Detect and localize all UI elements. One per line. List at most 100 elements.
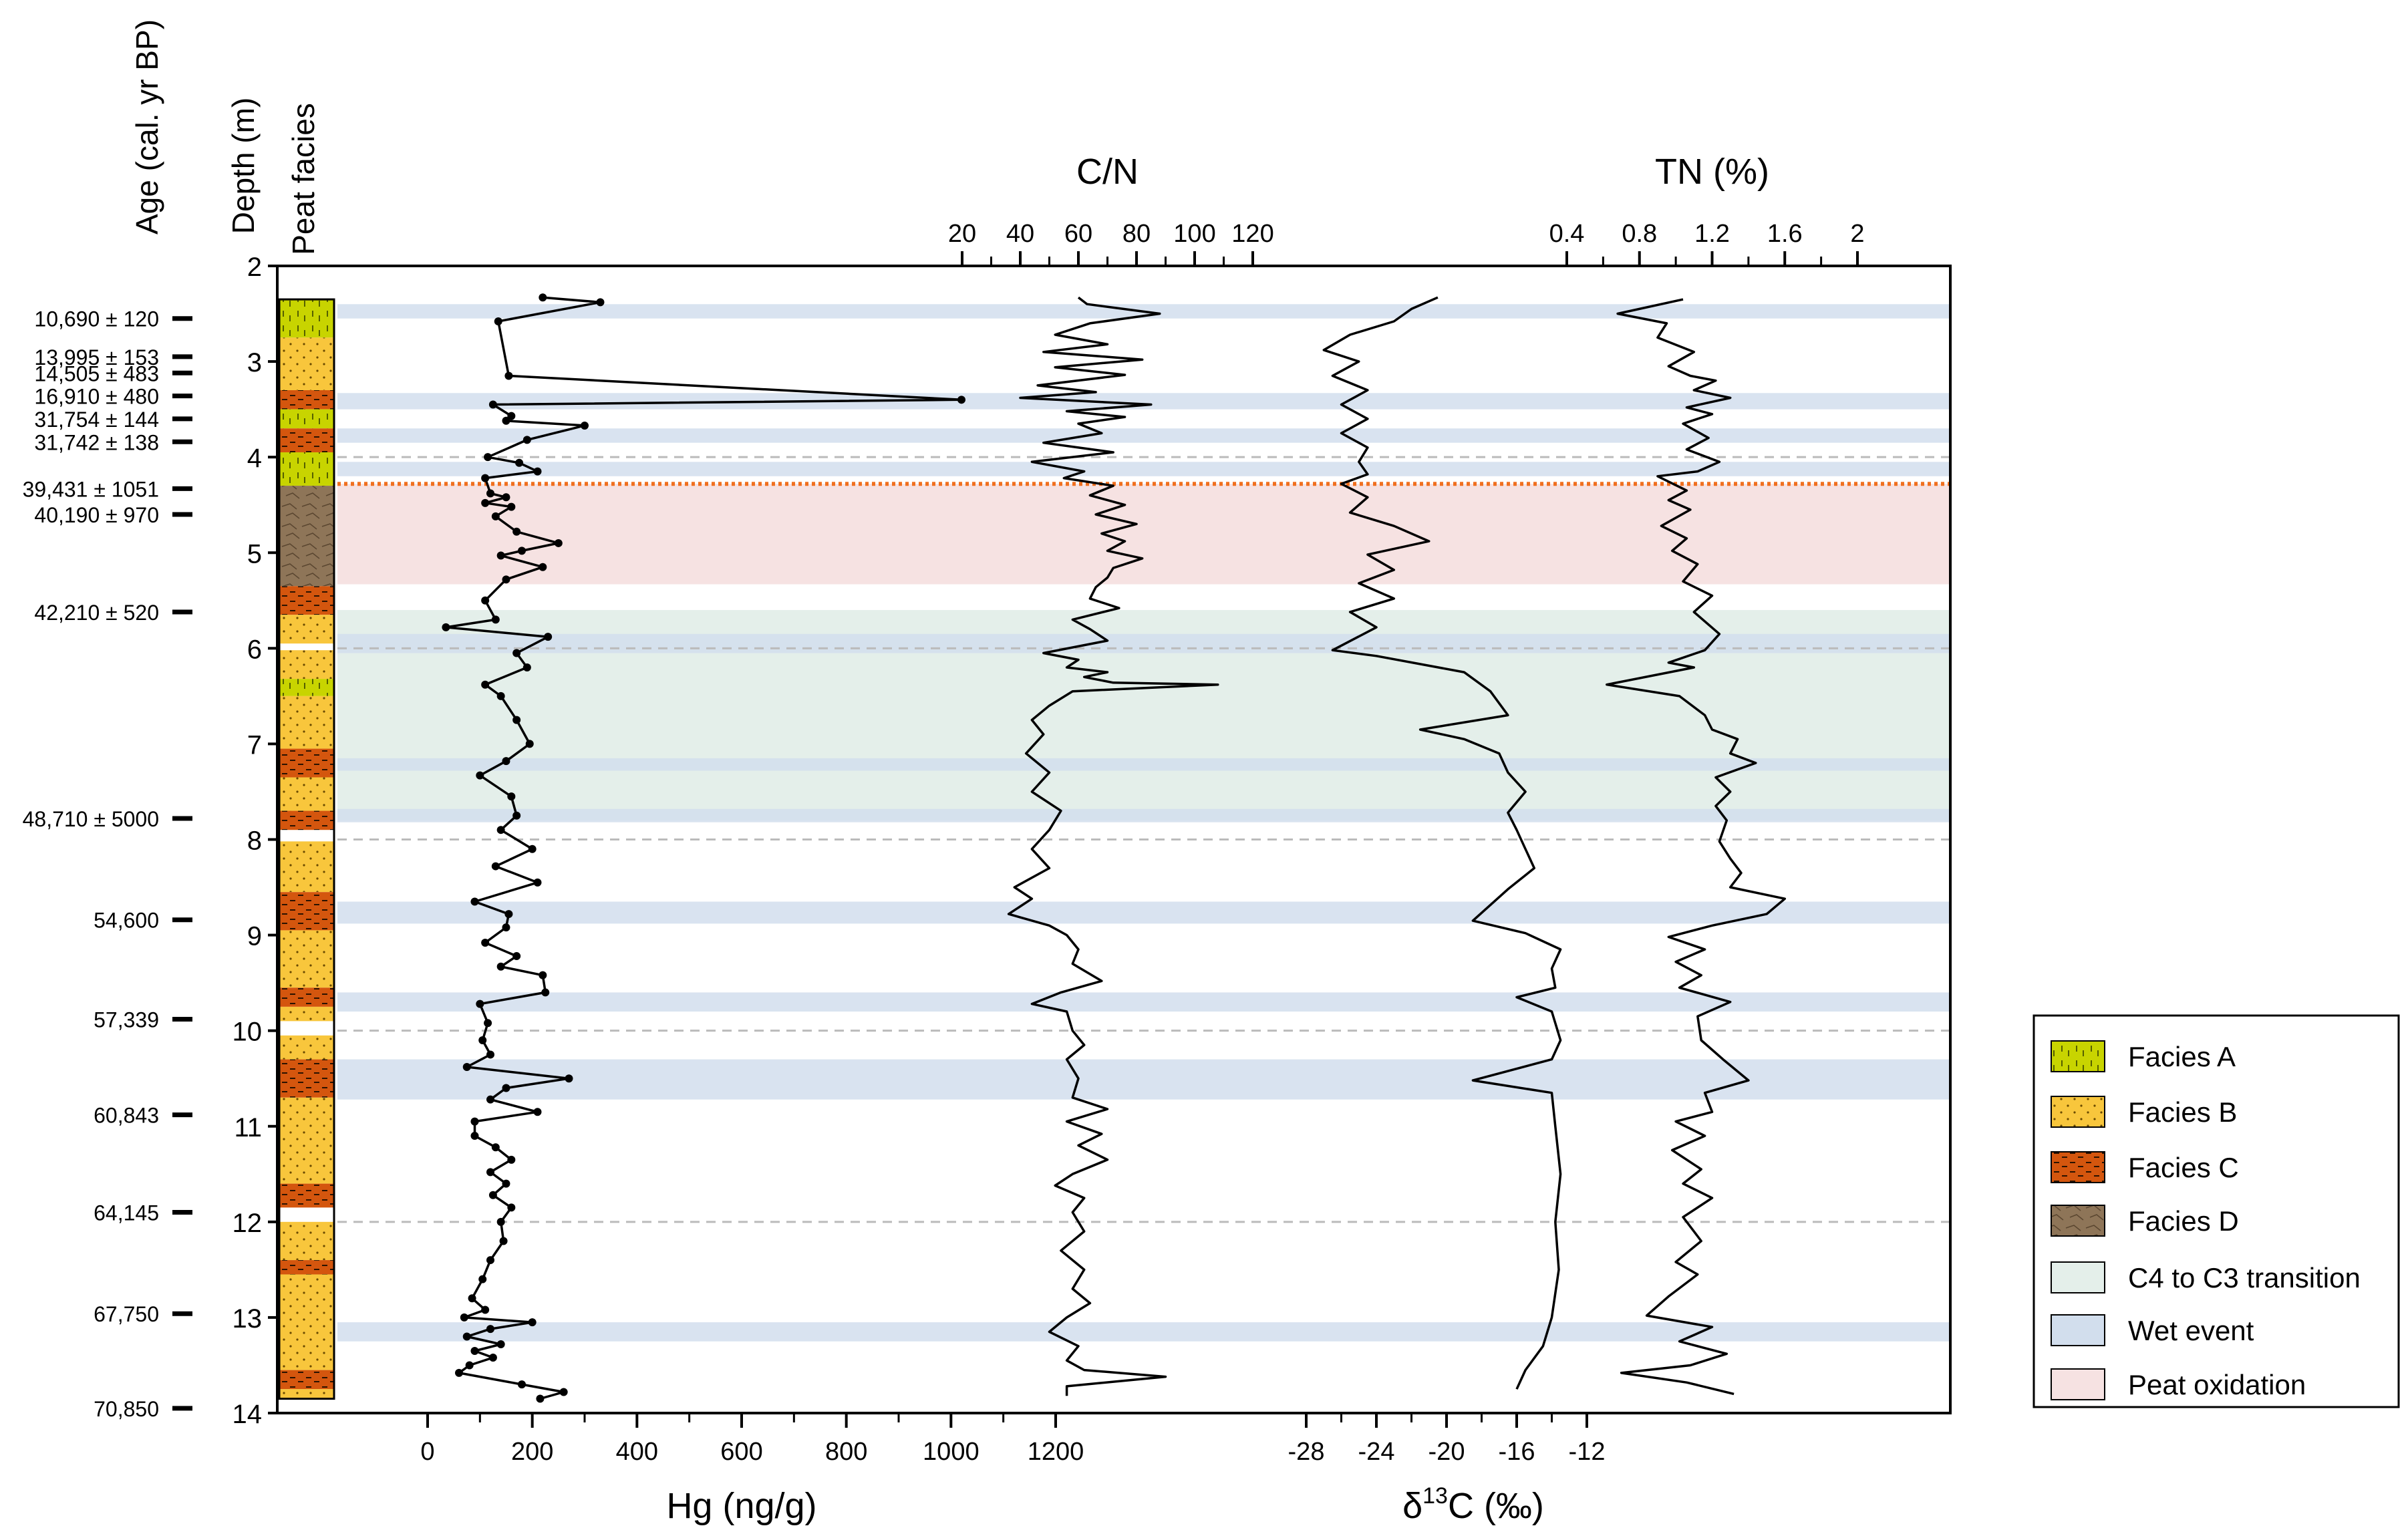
axis-tick-label: -28 — [1288, 1438, 1325, 1466]
age-label: 31,742 ± 138 — [34, 430, 159, 454]
hg-data-point — [533, 1108, 542, 1116]
facies-unit-B-1 — [279, 337, 334, 391]
hg-data-point — [502, 757, 510, 766]
legend-swatch-wet — [2051, 1314, 2105, 1346]
axis-tick-label: 600 — [720, 1438, 762, 1466]
axis-title-1: C/N — [1076, 152, 1139, 192]
hg-data-point — [481, 680, 490, 689]
legend-label: Facies A — [2128, 1041, 2236, 1072]
depth-tick-label-2: 2 — [247, 253, 262, 282]
axis-title-3: TN (%) — [1655, 152, 1769, 192]
hg-data-point — [470, 897, 479, 906]
legend-label: Facies B — [2128, 1096, 2237, 1128]
hg-data-point — [488, 400, 497, 409]
hg-data-point — [462, 1063, 471, 1072]
depth-axis: 2 3 4 5 6 7 8 9 10 11 12 13 14 — [233, 253, 277, 1429]
hg-data-point — [522, 663, 531, 671]
hg-data-point — [491, 512, 500, 520]
hg-data-point — [596, 298, 605, 307]
depth-axis-label: Depth (m) — [226, 98, 261, 234]
legend-label: Wet event — [2128, 1315, 2254, 1346]
age-label: 60,843 — [94, 1104, 159, 1128]
band-wet-11 — [337, 1059, 1950, 1100]
axis-tick-label: -24 — [1358, 1438, 1395, 1466]
hg-data-point — [515, 458, 524, 467]
axis-tick-label: 1200 — [1028, 1438, 1084, 1466]
facies-unit-C-27 — [279, 1370, 334, 1390]
axis-tick-label: 0 — [420, 1438, 434, 1466]
hg-data-point — [957, 396, 965, 404]
facies-column — [278, 298, 335, 1400]
hg-data-point — [504, 910, 513, 919]
legend-label: Facies D — [2128, 1205, 2239, 1237]
hg-data-point — [484, 1019, 492, 1028]
axis-tick-label: 800 — [825, 1438, 867, 1466]
hg-data-point — [481, 596, 490, 605]
facies-unit-B-13 — [279, 777, 334, 811]
axis-tick-label: -12 — [1569, 1438, 1606, 1466]
axis-tick-label: -20 — [1428, 1438, 1465, 1466]
hg-data-point — [496, 826, 505, 834]
axis-tick-label: 120 — [1231, 220, 1273, 248]
age-label: 57,339 — [94, 1008, 159, 1032]
facies-unit-C-21 — [279, 1059, 334, 1098]
series-lines — [442, 293, 1787, 1403]
depth-tick-label-4: 4 — [247, 444, 262, 473]
hg-data-point — [559, 1388, 568, 1396]
depth-tick-label-7: 7 — [247, 730, 262, 760]
hg-data-point — [522, 436, 531, 444]
hg-data-point — [533, 878, 542, 887]
hg-data-point — [442, 623, 450, 631]
hg-data-point — [512, 527, 521, 536]
axis-title-0: Hg (ng/g) — [666, 1486, 816, 1526]
band-wet-12 — [337, 1322, 1950, 1342]
series-line-3 — [1606, 298, 1787, 1396]
axis-tick-label: 400 — [616, 1438, 658, 1466]
hg-data-point — [481, 939, 490, 947]
axis-tick-label: 1.2 — [1694, 220, 1730, 248]
facies-unit-B-8 — [279, 615, 334, 644]
axis-tick-label: 1.6 — [1767, 220, 1803, 248]
hg-data-point — [486, 1256, 494, 1265]
hg-data-point — [488, 1191, 497, 1199]
hg-data-point — [496, 962, 505, 971]
hg-data-point — [486, 1325, 494, 1334]
axis-tick-label: 0.8 — [1622, 220, 1657, 248]
facies-unit-B-19 — [279, 1006, 334, 1022]
hg-data-point — [539, 293, 547, 302]
depth-tick-label-10: 10 — [233, 1018, 263, 1047]
legend-swatch-A — [2051, 1040, 2105, 1072]
hg-data-point — [502, 1179, 510, 1188]
facies-unit-C-14 — [279, 810, 334, 830]
band-wet-1 — [337, 393, 1950, 410]
hg-data-point — [528, 844, 537, 853]
hg-data-point — [455, 1368, 463, 1377]
axis-tick-label: 100 — [1173, 220, 1215, 248]
band-wet-3 — [337, 462, 1950, 476]
facies-unit-B-28 — [279, 1389, 334, 1399]
hg-data-point — [507, 502, 516, 511]
series-axes: 0 200 400 600 800 1000 1200 Hg (ng/g) 20 40 60 80 10… — [420, 152, 1864, 1526]
hg-data-point — [502, 493, 510, 502]
facies-unit-B-15 — [279, 841, 334, 893]
hg-data-point — [536, 1394, 545, 1403]
axis-tick-label: 60 — [1064, 220, 1092, 248]
age-label: 67,750 — [94, 1302, 159, 1326]
hg-data-point — [499, 1237, 508, 1245]
band-wet-9 — [337, 901, 1950, 924]
age-label: 16,910 ± 480 — [34, 385, 159, 409]
hg-data-point — [507, 1203, 516, 1212]
hg-data-point — [507, 412, 516, 420]
facies-unit-A-5 — [279, 452, 334, 486]
legend-label: Facies C — [2128, 1152, 2239, 1183]
axis-tick-label: 80 — [1122, 220, 1151, 248]
band-wet-10 — [337, 992, 1950, 1012]
facies-unit-B-26 — [279, 1274, 334, 1370]
facies-unit-C-2 — [279, 390, 334, 410]
hg-data-point — [581, 421, 589, 430]
band-wet-6 — [337, 633, 1950, 653]
hg-data-point — [486, 1168, 494, 1177]
band-wet-8 — [337, 808, 1950, 822]
hg-data-point — [491, 615, 500, 624]
